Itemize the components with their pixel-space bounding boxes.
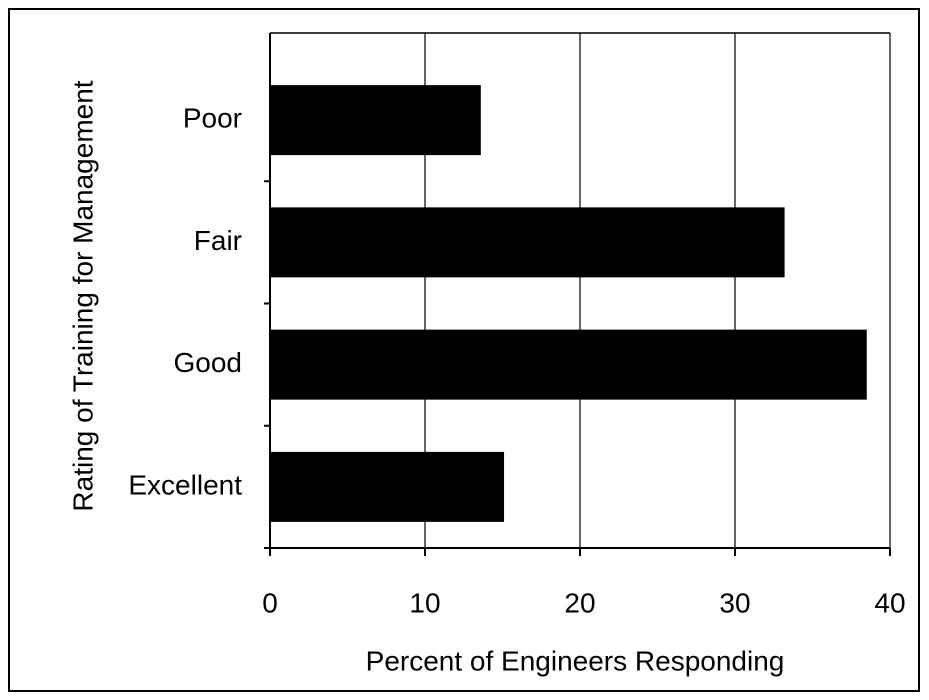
x-tick-label: 20 (564, 587, 595, 618)
bar (270, 85, 481, 156)
x-axis-label: Percent of Engineers Responding (366, 645, 785, 676)
x-tick-label: 40 (874, 587, 905, 618)
y-tick-label: Fair (194, 225, 242, 256)
y-axis-label: Rating of Training for Management (67, 80, 98, 511)
y-tick-label: Excellent (128, 469, 242, 500)
frame (8, 8, 920, 692)
y-tick-label: Poor (183, 103, 242, 134)
x-tick-label: 10 (409, 587, 440, 618)
y-tick-label: Good (174, 347, 243, 378)
bar (270, 451, 505, 522)
bar (270, 207, 785, 278)
x-tick-label: 0 (262, 587, 278, 618)
bar (270, 329, 867, 400)
x-tick-label: 30 (719, 587, 750, 618)
